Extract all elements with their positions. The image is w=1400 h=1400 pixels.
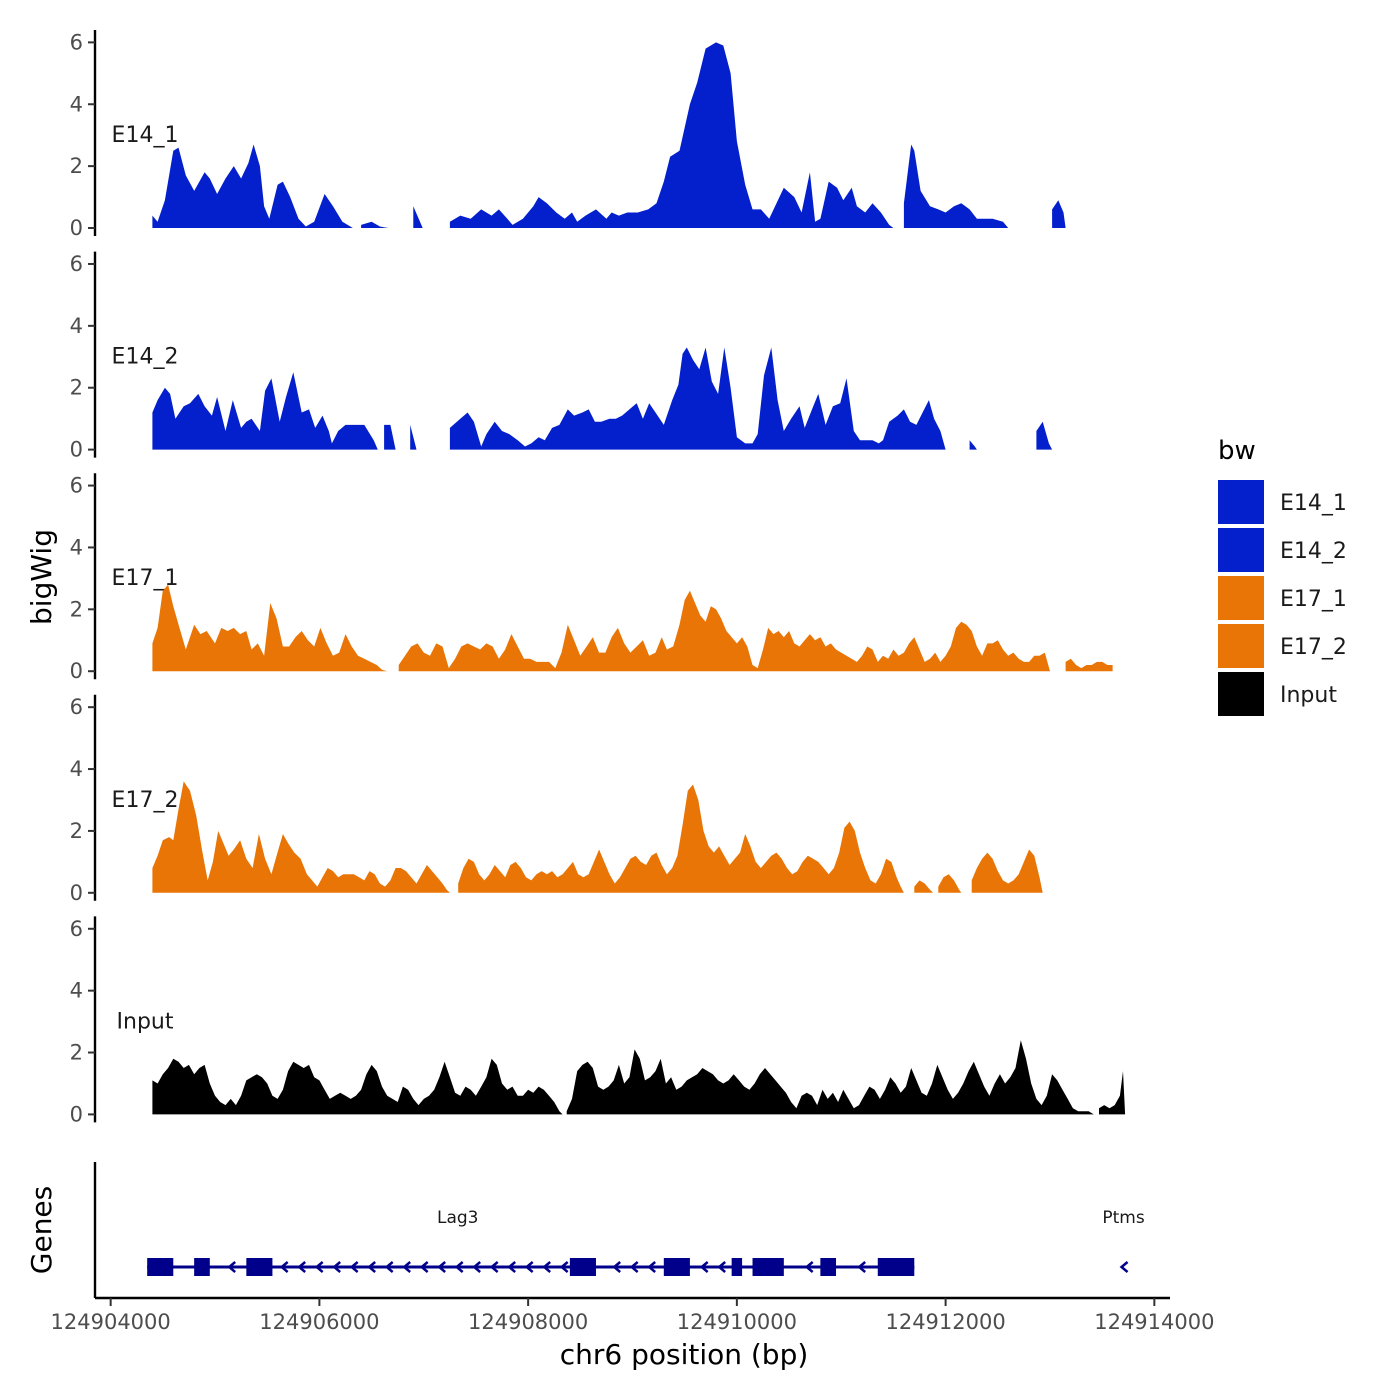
- y-tick-label: 4: [70, 979, 83, 1003]
- y-tick-label: 0: [70, 216, 83, 240]
- y-tick-label: 6: [70, 474, 83, 498]
- gene-Ptms: Ptms: [1102, 1208, 1145, 1273]
- legend: bw E14_1 E14_2 E17_1 E17_2 Input: [1218, 436, 1347, 716]
- legend-swatch-Input: [1218, 672, 1264, 716]
- strand-arrow: [524, 1261, 534, 1273]
- track-label: Input: [117, 1009, 174, 1034]
- y-axis-title: bigWig: [25, 529, 58, 625]
- y-tick-label: 2: [70, 819, 83, 843]
- x-tick-label: 124904000: [51, 1310, 171, 1334]
- legend-label: Input: [1280, 683, 1337, 708]
- x-tick-label: 124908000: [468, 1310, 588, 1334]
- legend-label: E17_1: [1280, 587, 1347, 612]
- coverage-area-E14_2: [152, 347, 1053, 450]
- strand-arrow: [857, 1261, 866, 1273]
- strand-arrow: [297, 1261, 306, 1273]
- gene-label: Ptms: [1102, 1208, 1144, 1228]
- y-tick-label: 2: [70, 376, 83, 400]
- track-E14_2: 0 2 4 6 E14_2: [70, 251, 1053, 462]
- strand-arrow: [507, 1261, 516, 1273]
- strand-arrow: [542, 1261, 551, 1273]
- gene-exon: [731, 1258, 743, 1276]
- x-tick-label: 124906000: [259, 1310, 379, 1334]
- strand-arrow: [402, 1261, 411, 1273]
- y-tick-label: 6: [70, 695, 83, 719]
- genes-axis-title: Genes: [25, 1186, 58, 1274]
- legend-label: E14_2: [1280, 539, 1347, 564]
- gene-exon: [246, 1258, 273, 1276]
- y-tick-label: 2: [70, 154, 83, 178]
- legend-title: bw: [1218, 436, 1256, 466]
- strand-arrow: [717, 1261, 726, 1273]
- x-tick-label: 124910000: [677, 1310, 797, 1334]
- y-tick-label: 0: [70, 881, 83, 905]
- gene-exon: [820, 1258, 837, 1276]
- gene-label: Lag3: [437, 1208, 479, 1228]
- track-label: E17_2: [112, 788, 179, 813]
- strand-arrow: [437, 1261, 446, 1273]
- x-tick-label: 124914000: [1094, 1310, 1214, 1334]
- strand-arrow: [454, 1261, 464, 1273]
- strand-arrow: [804, 1261, 814, 1273]
- legend-swatch-E17_1: [1218, 576, 1264, 620]
- y-tick-label: 4: [70, 535, 83, 559]
- strand-arrow: [699, 1261, 709, 1273]
- strand-arrow: [647, 1261, 656, 1273]
- legend-label: E14_1: [1280, 491, 1347, 516]
- y-tick-label: 6: [70, 252, 83, 276]
- y-tick-label: 0: [70, 438, 83, 462]
- gene-exon: [663, 1258, 690, 1276]
- legend-swatch-E14_1: [1218, 480, 1264, 524]
- strand-arrow: [612, 1261, 621, 1273]
- legend-swatch-E17_2: [1218, 624, 1264, 668]
- strand-arrow: [559, 1261, 569, 1273]
- strand-arrow: [314, 1261, 324, 1273]
- strand-arrow: [332, 1261, 341, 1273]
- gene-Lag3: Lag3: [147, 1208, 915, 1276]
- y-tick-label: 4: [70, 92, 83, 116]
- gene-exon: [194, 1258, 210, 1276]
- legend-label: E17_2: [1280, 635, 1347, 660]
- coverage-area-E17_1: [152, 584, 1113, 672]
- coverage-area-E17_2: [152, 781, 1043, 893]
- strand-arrow: [419, 1261, 429, 1273]
- legend-swatch-E14_2: [1218, 528, 1264, 572]
- gene-exon: [569, 1258, 596, 1276]
- strand-arrow: [1119, 1261, 1129, 1273]
- y-tick-label: 0: [70, 1102, 83, 1126]
- y-tick-label: 2: [70, 597, 83, 621]
- coverage-area-E14_1: [152, 42, 1066, 229]
- track-label: E14_2: [112, 345, 179, 370]
- y-tick-label: 4: [70, 757, 83, 781]
- y-tick-label: 0: [70, 659, 83, 683]
- gene-exon: [147, 1258, 174, 1276]
- genes-track: Lag3 Ptms: [93, 1162, 1145, 1298]
- coverage-area-Input: [152, 1040, 1126, 1115]
- strand-arrow: [349, 1261, 359, 1273]
- y-tick-label: 6: [70, 30, 83, 54]
- strand-arrow: [227, 1261, 236, 1273]
- y-tick-label: 4: [70, 314, 83, 338]
- strand-arrow: [279, 1261, 289, 1273]
- coverage-tracks: 0246E14_10246E14_20246E17_10246E17_20246…: [70, 30, 1126, 1126]
- x-axis-title: chr6 position (bp): [560, 1338, 809, 1371]
- strand-arrow: [384, 1261, 394, 1273]
- strand-arrow: [367, 1261, 376, 1273]
- track-E17_2: 0 2 4 6 E17_2: [70, 694, 1043, 905]
- gene-exon: [877, 1258, 915, 1276]
- strand-arrow: [489, 1261, 499, 1273]
- gene-exon: [752, 1258, 784, 1276]
- x-axis: 124904000 124906000 124908000 124910000 1249…: [51, 1296, 1214, 1334]
- y-tick-label: 2: [70, 1041, 83, 1065]
- track-label: E14_1: [112, 123, 179, 148]
- y-tick-label: 6: [70, 917, 83, 941]
- strand-arrow: [472, 1261, 481, 1273]
- strand-arrow: [629, 1261, 639, 1273]
- track-Input: 0 2 4 6 Input: [70, 916, 1126, 1126]
- x-tick-label: 124912000: [885, 1310, 1005, 1334]
- track-E14_1: 0 2 4 6 E14_1: [70, 30, 1066, 240]
